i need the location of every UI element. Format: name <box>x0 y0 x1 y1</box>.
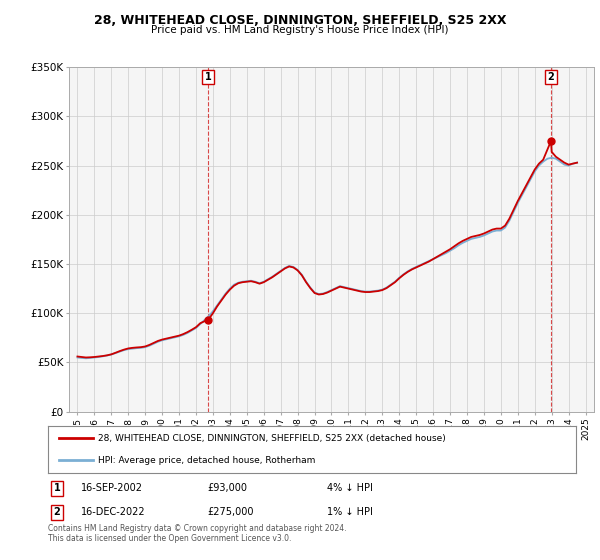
Text: HPI: Average price, detached house, Rotherham: HPI: Average price, detached house, Roth… <box>98 456 316 465</box>
Text: 1% ↓ HPI: 1% ↓ HPI <box>327 507 373 517</box>
Text: 16-DEC-2022: 16-DEC-2022 <box>81 507 146 517</box>
Text: 4% ↓ HPI: 4% ↓ HPI <box>327 483 373 493</box>
Text: 1: 1 <box>205 72 211 82</box>
Text: Contains HM Land Registry data © Crown copyright and database right 2024.: Contains HM Land Registry data © Crown c… <box>48 524 347 533</box>
Text: £275,000: £275,000 <box>207 507 253 517</box>
Text: 28, WHITEHEAD CLOSE, DINNINGTON, SHEFFIELD, S25 2XX (detached house): 28, WHITEHEAD CLOSE, DINNINGTON, SHEFFIE… <box>98 434 446 443</box>
Text: Price paid vs. HM Land Registry's House Price Index (HPI): Price paid vs. HM Land Registry's House … <box>151 25 449 35</box>
Text: 28, WHITEHEAD CLOSE, DINNINGTON, SHEFFIELD, S25 2XX: 28, WHITEHEAD CLOSE, DINNINGTON, SHEFFIE… <box>94 14 506 27</box>
Text: £93,000: £93,000 <box>207 483 247 493</box>
Text: This data is licensed under the Open Government Licence v3.0.: This data is licensed under the Open Gov… <box>48 534 292 543</box>
Text: 1: 1 <box>53 483 61 493</box>
Text: 2: 2 <box>548 72 554 82</box>
Text: 16-SEP-2002: 16-SEP-2002 <box>81 483 143 493</box>
Text: 2: 2 <box>53 507 61 517</box>
